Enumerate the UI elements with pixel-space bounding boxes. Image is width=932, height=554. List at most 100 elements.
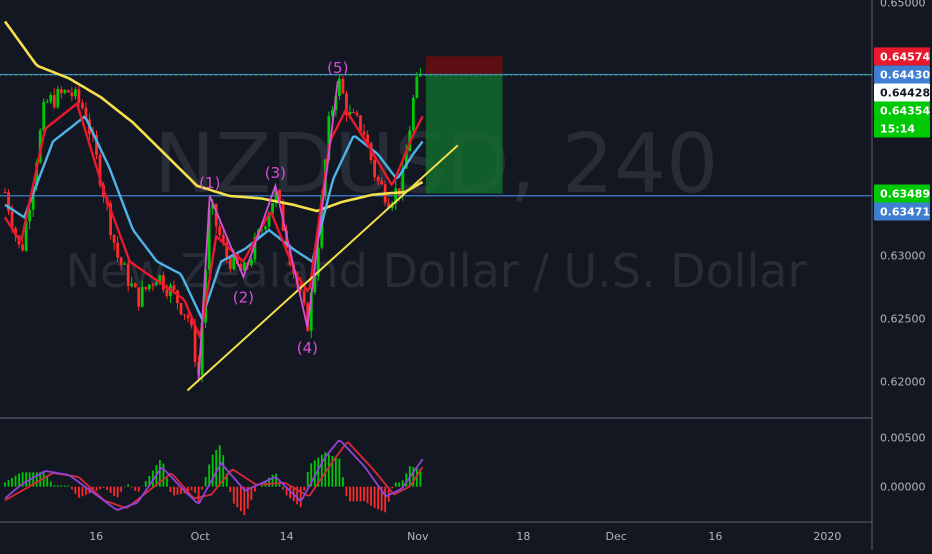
candle bbox=[345, 90, 348, 122]
candle bbox=[42, 98, 46, 133]
candle-body bbox=[242, 262, 246, 271]
candle-body bbox=[415, 76, 419, 98]
candle-body bbox=[137, 287, 141, 307]
candle bbox=[137, 287, 141, 311]
candle-body bbox=[10, 211, 14, 229]
trendline bbox=[186, 144, 459, 392]
candle-body bbox=[162, 275, 165, 290]
wave-label: (4) bbox=[297, 339, 318, 357]
candle-body bbox=[211, 203, 215, 209]
macd-signal-line bbox=[4, 441, 424, 509]
candle-body bbox=[66, 90, 70, 93]
candle bbox=[56, 85, 60, 110]
candle bbox=[95, 130, 98, 160]
wave-path bbox=[197, 80, 339, 380]
price-tick-label: 0.65000 bbox=[880, 0, 926, 10]
elliott-wave: (1) (2) (3) (4) (5) bbox=[197, 59, 348, 380]
candle bbox=[77, 86, 81, 110]
candle-body bbox=[126, 263, 130, 287]
candle bbox=[140, 280, 144, 308]
candle bbox=[373, 158, 376, 181]
candle bbox=[218, 221, 222, 238]
candle bbox=[126, 258, 130, 292]
candle-body bbox=[186, 315, 190, 319]
candle-body bbox=[411, 97, 415, 131]
candle bbox=[70, 87, 74, 102]
candle-body bbox=[144, 286, 148, 290]
candle-body bbox=[376, 176, 380, 181]
support-trendline bbox=[186, 144, 459, 392]
time-axis[interactable]: 16 Oct 14 Nov 18 Dec 16 2020 bbox=[89, 530, 841, 543]
candle-body bbox=[154, 282, 158, 286]
candle-body bbox=[355, 112, 359, 116]
candle-body bbox=[24, 221, 28, 251]
candle-body bbox=[225, 242, 229, 258]
candle bbox=[316, 240, 320, 281]
price-label-text: 0.64574 bbox=[880, 50, 930, 63]
price-label-bg bbox=[874, 101, 930, 120]
candle-body bbox=[133, 283, 137, 288]
candle-body bbox=[42, 101, 46, 131]
candle-body bbox=[130, 283, 134, 287]
target-zone bbox=[425, 74, 503, 194]
candle bbox=[179, 302, 183, 316]
candle-body bbox=[338, 78, 341, 97]
candle bbox=[66, 89, 70, 93]
candle-body bbox=[221, 234, 225, 243]
candle-body bbox=[200, 322, 204, 376]
candle bbox=[214, 203, 218, 234]
time-tick-label: 16 bbox=[708, 530, 722, 543]
candle-body bbox=[3, 192, 7, 194]
candle-body bbox=[341, 78, 345, 94]
macd-pane bbox=[4, 439, 424, 516]
candle bbox=[7, 188, 10, 215]
candle-body bbox=[116, 242, 120, 258]
candle-body bbox=[264, 226, 267, 230]
candle-body bbox=[271, 203, 274, 214]
candle bbox=[3, 187, 7, 194]
candle-body bbox=[380, 180, 384, 185]
position-box bbox=[425, 56, 503, 194]
candle-body bbox=[352, 111, 355, 113]
price-label-bg bbox=[874, 47, 930, 66]
horizontal-lines bbox=[0, 73, 872, 197]
candle bbox=[147, 284, 151, 292]
candle bbox=[341, 75, 345, 95]
candle-body bbox=[21, 244, 24, 251]
candle bbox=[253, 232, 257, 263]
price-tick-label: 0.63000 bbox=[880, 249, 926, 262]
ma-yellow-line bbox=[3, 20, 424, 213]
candle bbox=[45, 98, 49, 104]
candle bbox=[133, 282, 137, 288]
candle-body bbox=[260, 229, 264, 231]
candle-body bbox=[306, 303, 310, 331]
candle bbox=[418, 68, 422, 77]
price-axis[interactable]: 0.65000 0.63000 0.62500 0.62000 0.00500 0.000… bbox=[874, 0, 930, 494]
candle-body bbox=[176, 290, 179, 304]
candle-body bbox=[165, 289, 169, 296]
time-tick-label: 16 bbox=[89, 530, 103, 543]
candle bbox=[123, 261, 127, 265]
candle-body bbox=[218, 226, 222, 235]
wave-label: (5) bbox=[327, 59, 348, 77]
candle-body bbox=[119, 257, 123, 265]
candle bbox=[183, 314, 186, 320]
candle-body bbox=[373, 159, 376, 177]
price-label-text: 15:14 bbox=[880, 123, 915, 136]
wave-label: (3) bbox=[265, 164, 286, 182]
time-tick-label: 14 bbox=[280, 530, 294, 543]
moving-averages bbox=[3, 20, 424, 340]
candle-body bbox=[7, 192, 10, 212]
candle bbox=[151, 282, 155, 292]
candle-body bbox=[172, 285, 176, 291]
candle bbox=[119, 256, 123, 271]
price-label: 0.64428 bbox=[874, 83, 930, 102]
candle-body bbox=[151, 284, 155, 286]
candle-body bbox=[70, 92, 74, 97]
candle-body bbox=[366, 134, 369, 144]
candle-body bbox=[348, 111, 352, 115]
price-label-bg bbox=[874, 202, 930, 221]
candle bbox=[81, 99, 84, 110]
price-label-bg bbox=[874, 119, 930, 138]
candle-body bbox=[193, 325, 197, 363]
